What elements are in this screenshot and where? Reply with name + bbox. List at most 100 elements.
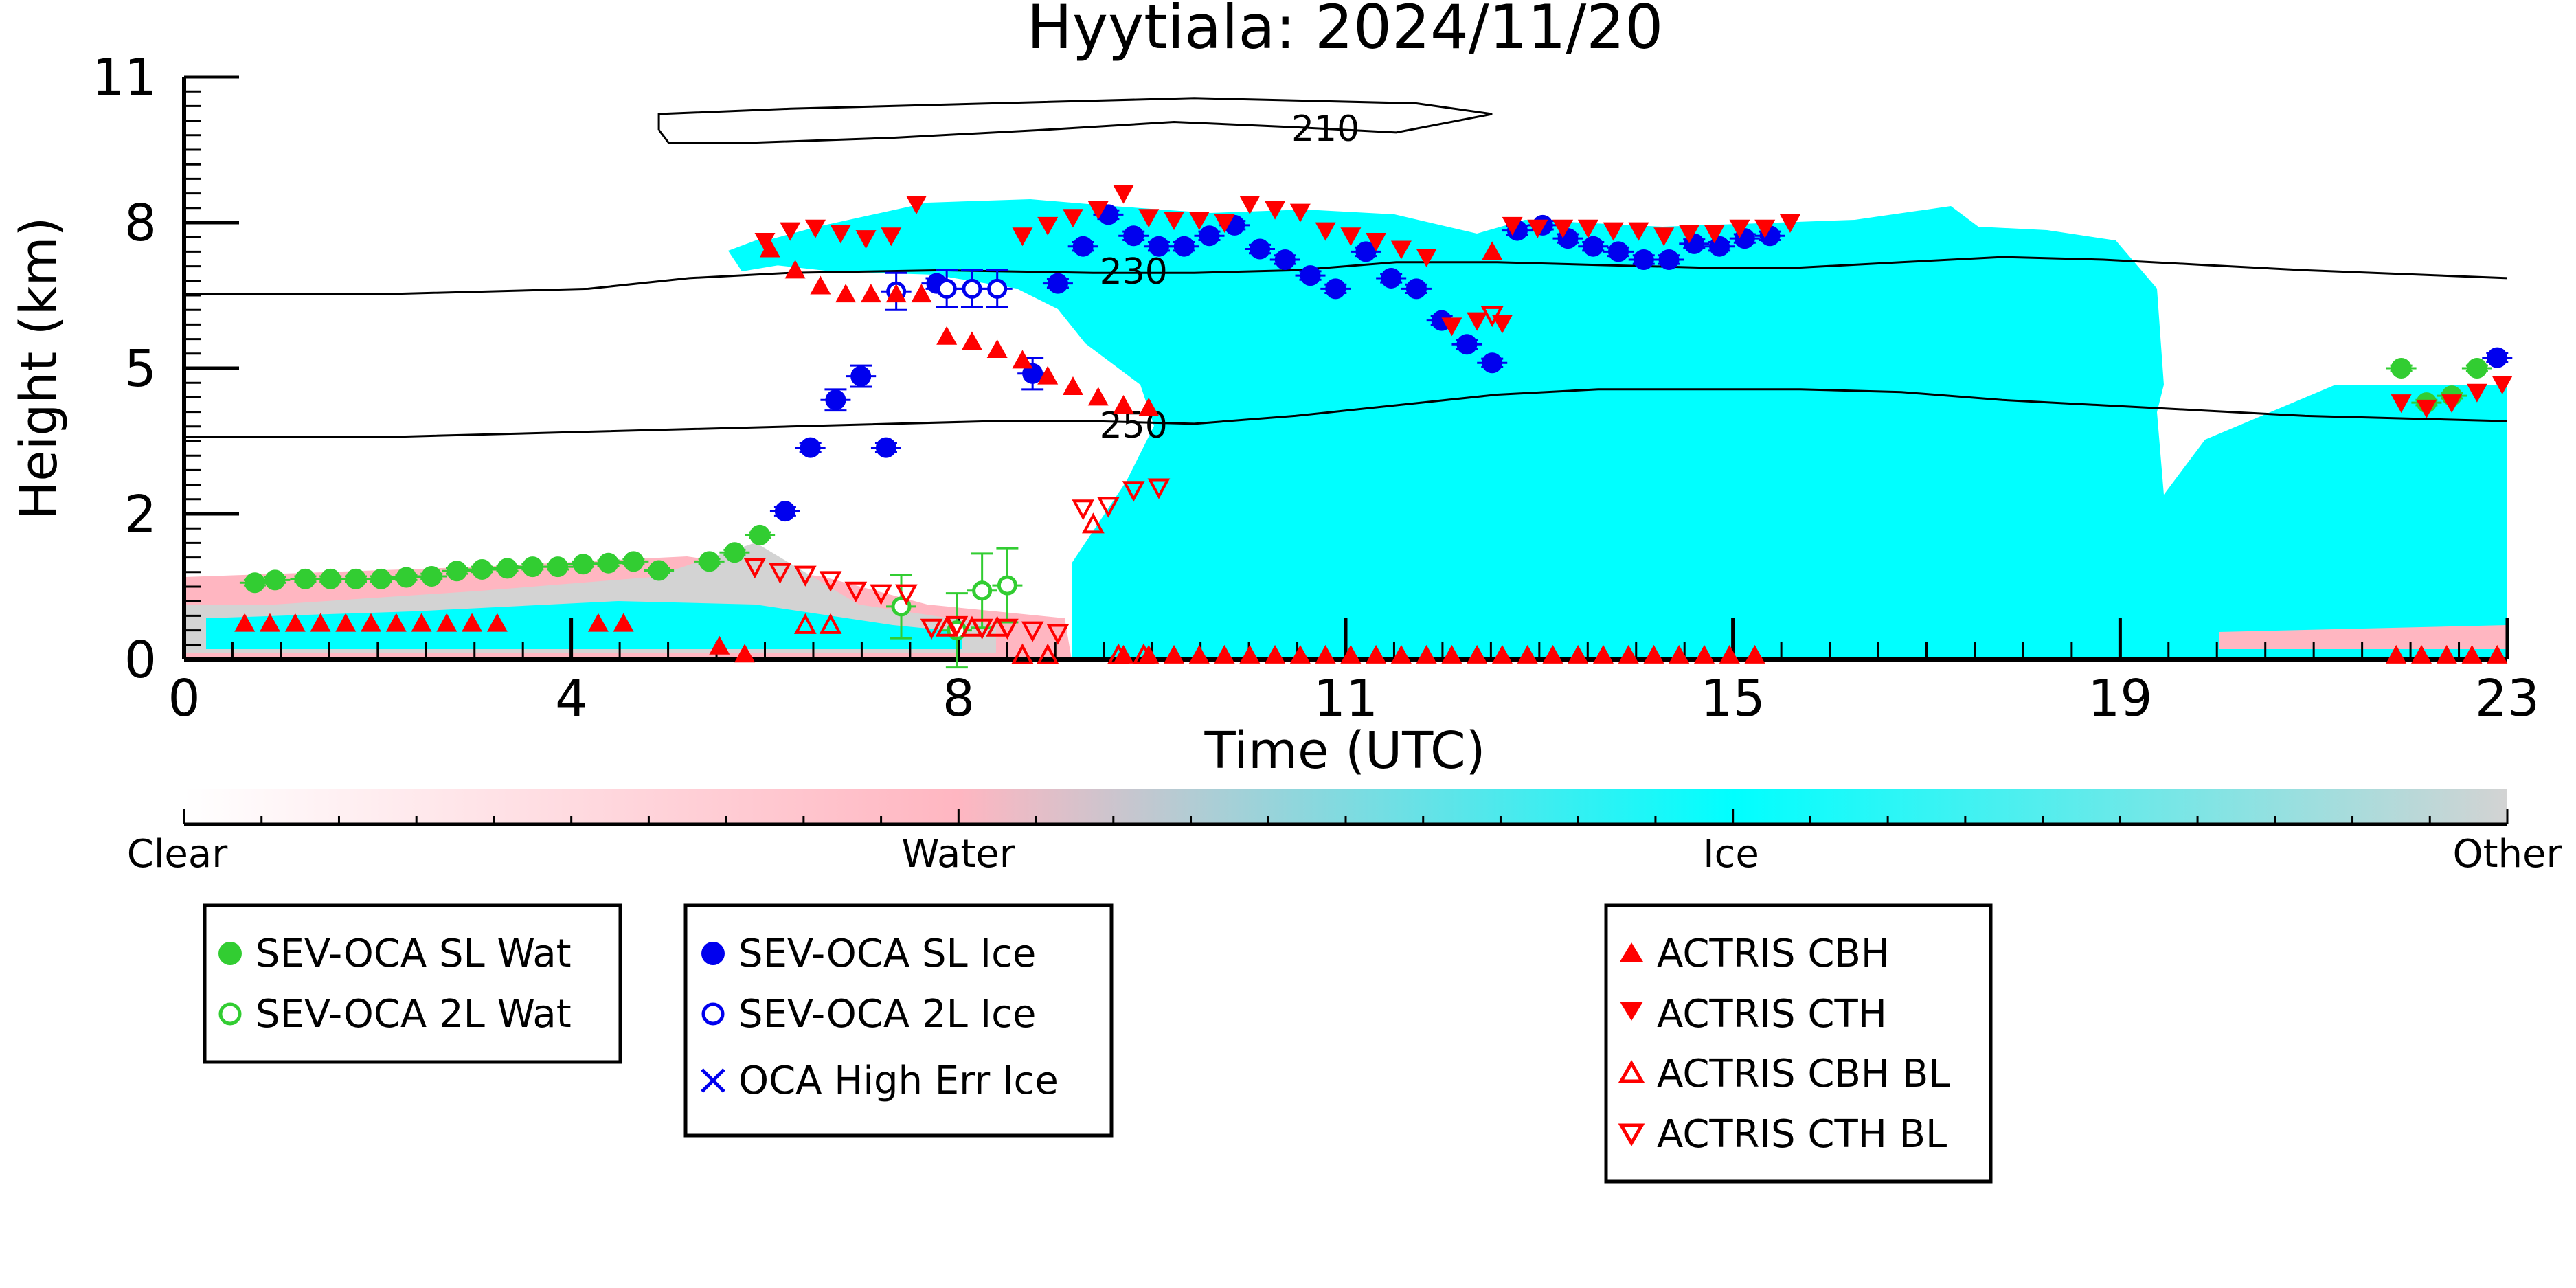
point-actris-cth-bl: [895, 584, 918, 605]
point-actris-cbh: [1542, 644, 1563, 664]
legend-label-cbh: ACTRIS CBH: [1657, 931, 1890, 976]
point-sev-oca-sl-ice: [1047, 273, 1068, 294]
point-actris-cbh: [2436, 644, 2457, 664]
point-sev-oca-sl-wat: [264, 569, 286, 591]
point-actris-cbh-bl: [1036, 643, 1059, 664]
point-sev-oca-sl-wat: [2391, 358, 2412, 379]
point-actris-cth-bl: [945, 615, 969, 637]
point-actris-cth: [830, 225, 851, 244]
data-markers: [234, 185, 2513, 669]
point-actris-cth: [906, 196, 927, 215]
point-actris-cbh: [2487, 644, 2508, 664]
point-sev-oca-sl-ice: [850, 365, 872, 387]
point-sev-oca-sl-ice: [1583, 236, 1604, 257]
point-actris-cth-bl: [1046, 624, 1070, 645]
point-sev-oca-sl-wat: [749, 524, 771, 545]
point-actris-cbh: [2386, 644, 2407, 664]
point-actris-cbh: [1491, 644, 1513, 664]
point-actris-cbh: [986, 339, 1008, 359]
point-actris-cth-bl: [743, 558, 767, 579]
point-sev-oca-2l-ice: [936, 278, 957, 299]
point-actris-cth-bl: [870, 584, 892, 605]
point-actris-cth-bl: [1097, 497, 1120, 518]
point-actris-cbh-bl: [793, 613, 817, 634]
point-actris-cth: [1552, 219, 1574, 238]
point-actris-cth: [2416, 399, 2437, 418]
point-actris-cth: [1441, 317, 1462, 337]
point-actris-cbh: [310, 613, 331, 632]
point-sev-oca-sl-wat: [522, 556, 543, 578]
point-actris-cth: [1138, 209, 1160, 228]
point-sev-oca-2l-wat: [997, 575, 1017, 596]
point-actris-cth: [1653, 227, 1675, 247]
point-actris-cbh: [1138, 397, 1160, 416]
contour-line-250: [184, 388, 2507, 438]
point-actris-cth-bl: [793, 565, 817, 587]
legend-marker-sl-wat: [218, 942, 242, 965]
contour-line-210: [657, 97, 1493, 144]
point-actris-cth-bl: [844, 581, 868, 602]
point-sev-oca-sl-ice: [1123, 225, 1144, 247]
ice-cloud-region: [728, 199, 2507, 659]
point-actris-cth: [1315, 222, 1336, 241]
point-actris-cth: [1491, 315, 1513, 334]
point-sev-oca-sl-ice: [1482, 352, 1503, 374]
x-tick-label: 19: [2088, 669, 2152, 728]
point-sev-oca-sl-wat: [547, 556, 569, 578]
legend-water: SEV-OCA SL Wat SEV-OCA 2L Wat: [203, 903, 622, 1064]
legend-label-sl-wat: SEV-OCA SL Wat: [256, 931, 572, 976]
point-actris-cbh: [1719, 644, 1740, 664]
point-actris-cbh: [335, 613, 357, 632]
point-actris-cbh: [734, 644, 756, 663]
point-actris-cbh: [1694, 644, 1715, 664]
colorbar-label-water: Water: [901, 832, 1016, 877]
colorbar-label-clear: Clear: [127, 832, 228, 877]
point-sev-oca-sl-wat: [396, 567, 417, 588]
point-sev-oca-2l-wat: [972, 580, 993, 601]
point-actris-cth: [1340, 227, 1362, 247]
classification-background: [184, 199, 2507, 659]
point-sev-oca-sl-ice: [1405, 278, 1427, 300]
contour-label-230: 230: [1100, 251, 1168, 293]
point-sev-oca-sl-wat: [421, 565, 442, 587]
point-sev-oca-sl-ice: [2487, 347, 2508, 368]
y-tick-label: 2: [124, 485, 157, 544]
point-sev-oca-sl-wat: [598, 552, 619, 574]
point-actris-cbh: [885, 284, 907, 303]
point-actris-cbh: [1315, 644, 1336, 664]
point-actris-cbh: [1289, 644, 1311, 664]
point-actris-cbh: [1366, 644, 1387, 664]
legend-marker-cbh: [1620, 942, 1643, 962]
x-tick-label: 15: [1701, 669, 1765, 728]
point-sev-oca-sl-ice: [1608, 241, 1629, 262]
point-actris-cbh: [1087, 387, 1109, 406]
point-actris-cth: [1265, 201, 1286, 220]
point-sev-oca-sl-ice: [1658, 249, 1680, 270]
point-sev-oca-sl-wat: [370, 568, 392, 589]
x-tick-label: 11: [1313, 669, 1378, 728]
point-actris-cbh: [436, 613, 457, 632]
legend-label-cth-bl: ACTRIS CTH BL: [1657, 1112, 1947, 1157]
point-actris-cbh: [835, 284, 857, 303]
point-actris-cth: [1366, 232, 1387, 251]
point-sev-oca-sl-ice: [825, 389, 846, 411]
colorbar-label-ice: Ice: [1703, 832, 1759, 877]
x-axis-label: Time (UTC): [1204, 721, 1485, 780]
point-actris-cth: [2441, 394, 2463, 414]
point-actris-cth-bl: [1122, 481, 1145, 502]
point-sev-oca-2l-ice: [962, 278, 982, 299]
point-actris-cbh: [1265, 644, 1286, 664]
y-axis-label: Height (km): [10, 217, 69, 520]
point-actris-cth: [1678, 225, 1699, 244]
plot-axes: 0 2 5 8 11 0 4 8 11 15 19 23: [92, 48, 2540, 728]
y-tick-label: 11: [92, 48, 157, 107]
legend-label-high-err-ice: OCA High Err Ice: [738, 1059, 1059, 1103]
point-actris-cbh: [709, 635, 730, 655]
point-sev-oca-sl-wat: [295, 568, 316, 589]
point-actris-cbh: [1037, 365, 1059, 385]
point-sev-oca-sl-wat: [648, 560, 670, 581]
point-actris-cth-bl: [971, 618, 993, 640]
point-actris-cbh: [2411, 644, 2432, 664]
legend-marker-cth: [1620, 1002, 1643, 1021]
